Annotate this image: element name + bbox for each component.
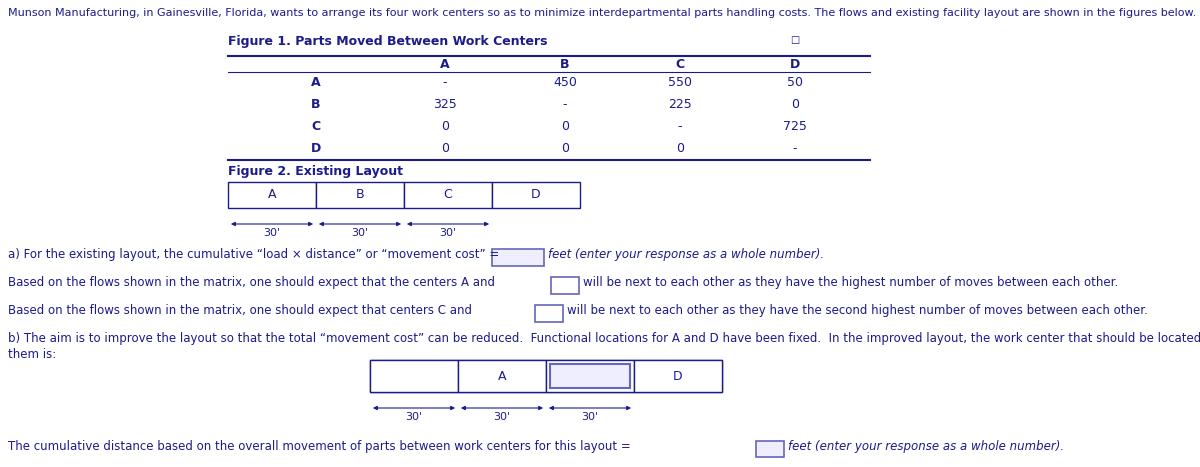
- Text: B: B: [355, 189, 365, 201]
- Text: b) The aim is to improve the layout so that the total “movement cost” can be red: b) The aim is to improve the layout so t…: [8, 332, 1200, 345]
- Text: 30': 30': [439, 228, 456, 238]
- Text: 0: 0: [442, 120, 449, 134]
- Text: B: B: [311, 99, 320, 112]
- Bar: [550, 364, 630, 388]
- Text: 0: 0: [562, 142, 569, 156]
- Bar: [492, 182, 580, 208]
- Bar: [316, 182, 404, 208]
- Text: 30': 30': [582, 412, 599, 422]
- Text: C: C: [444, 189, 452, 201]
- Bar: [228, 182, 316, 208]
- Text: 0: 0: [442, 142, 449, 156]
- Text: -: -: [678, 120, 683, 134]
- Text: A: A: [268, 189, 276, 201]
- Text: D: D: [532, 189, 541, 201]
- Text: D: D: [790, 58, 800, 71]
- Text: A: A: [498, 369, 506, 382]
- Text: -: -: [563, 99, 568, 112]
- Bar: [458, 360, 546, 392]
- Text: C: C: [676, 58, 684, 71]
- Text: Figure 1. Parts Moved Between Work Centers: Figure 1. Parts Moved Between Work Cente…: [228, 35, 547, 48]
- Text: 450: 450: [553, 77, 577, 90]
- Text: D: D: [673, 369, 683, 382]
- Text: B: B: [560, 58, 570, 71]
- Bar: [370, 360, 458, 392]
- Text: 0: 0: [791, 99, 799, 112]
- Text: A: A: [440, 58, 450, 71]
- Text: 30': 30': [352, 228, 368, 238]
- Bar: [546, 360, 634, 392]
- Text: 30': 30': [493, 412, 510, 422]
- Text: The cumulative distance based on the overall movement of parts between work cent: The cumulative distance based on the ove…: [8, 440, 631, 453]
- Text: Based on the flows shown in the matrix, one should expect that the centers A and: Based on the flows shown in the matrix, …: [8, 276, 496, 289]
- Text: a) For the existing layout, the cumulative “load × distance” or “movement cost” : a) For the existing layout, the cumulati…: [8, 248, 499, 261]
- Text: 30': 30': [264, 228, 281, 238]
- Text: feet (enter your response as a whole number).: feet (enter your response as a whole num…: [548, 248, 824, 261]
- Text: will be next to each other as they have the highest number of moves between each: will be next to each other as they have …: [583, 276, 1118, 289]
- Text: Munson Manufacturing, in Gainesville, Florida, wants to arrange its four work ce: Munson Manufacturing, in Gainesville, Fl…: [8, 8, 1196, 18]
- Bar: [634, 360, 722, 392]
- Text: 325: 325: [433, 99, 457, 112]
- Bar: [404, 182, 492, 208]
- Text: 50: 50: [787, 77, 803, 90]
- Text: 550: 550: [668, 77, 692, 90]
- Text: will be next to each other as they have the second highest number of moves betwe: will be next to each other as they have …: [568, 304, 1148, 317]
- Text: Based on the flows shown in the matrix, one should expect that centers C and: Based on the flows shown in the matrix, …: [8, 304, 472, 317]
- Text: 225: 225: [668, 99, 692, 112]
- Bar: [492, 249, 544, 266]
- Bar: [756, 441, 784, 457]
- Text: 0: 0: [676, 142, 684, 156]
- Text: □: □: [790, 35, 799, 45]
- Text: 725: 725: [784, 120, 806, 134]
- Bar: [370, 360, 722, 392]
- Text: 30': 30': [406, 412, 422, 422]
- Bar: [535, 305, 563, 322]
- Bar: [551, 277, 580, 294]
- Text: them is:: them is:: [8, 348, 56, 361]
- Text: C: C: [312, 120, 320, 134]
- Text: feet (enter your response as a whole number).: feet (enter your response as a whole num…: [788, 440, 1064, 453]
- Text: -: -: [793, 142, 797, 156]
- Text: 0: 0: [562, 120, 569, 134]
- Text: D: D: [311, 142, 322, 156]
- Text: A: A: [311, 77, 320, 90]
- Text: Figure 2. Existing Layout: Figure 2. Existing Layout: [228, 165, 403, 178]
- Text: -: -: [443, 77, 448, 90]
